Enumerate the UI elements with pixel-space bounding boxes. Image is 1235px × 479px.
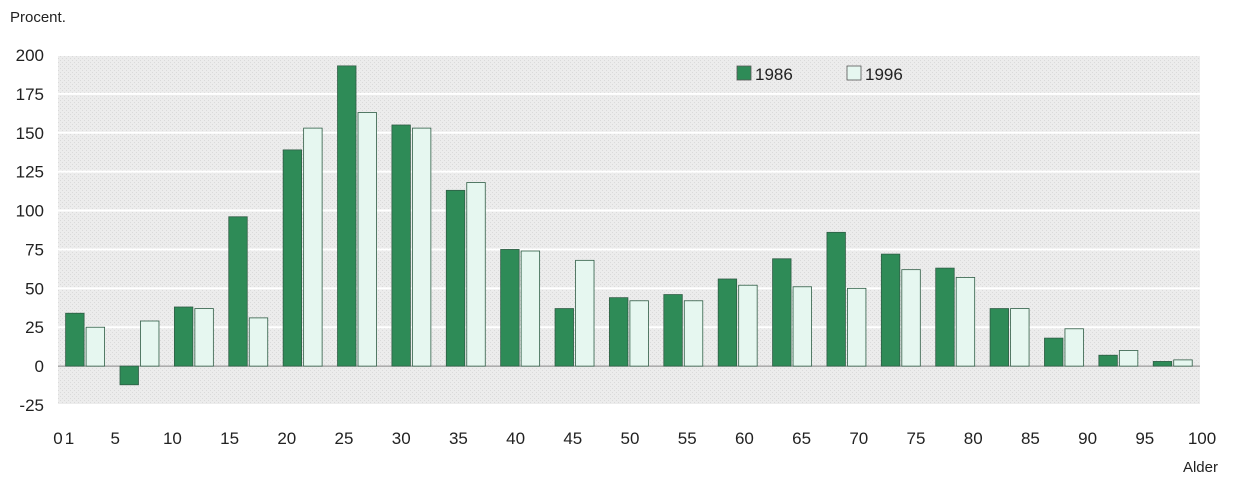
y-tick-label: 75 xyxy=(25,240,44,259)
y-tick-label: 200 xyxy=(16,46,44,65)
y-tick-label: 25 xyxy=(25,318,44,337)
x-tick-label: 30 xyxy=(392,429,411,448)
x-axis-title: Alder xyxy=(1183,459,1218,476)
legend-swatch-1996 xyxy=(846,65,862,81)
x-tick-label: 100 xyxy=(1188,429,1216,448)
bar-1996-1-4 xyxy=(140,320,160,367)
x-tick-label: 95 xyxy=(1135,429,1154,448)
bar-1986-45-49 xyxy=(609,297,629,367)
bar-1986-15-19 xyxy=(282,149,303,367)
x-tick-label: 20 xyxy=(277,429,296,448)
bar-1986-25-29 xyxy=(391,124,411,367)
bar-1996-60-64 xyxy=(792,286,812,367)
bar-1996-40-44 xyxy=(575,259,595,367)
bar-1996-95-99 xyxy=(1173,359,1193,367)
x-tick-label: 5 xyxy=(110,429,119,448)
y-tick-label: 125 xyxy=(16,163,44,182)
legend-label-1996: 1996 xyxy=(865,65,903,84)
bar-1996-50-54 xyxy=(683,300,704,367)
legend-swatch-1986 xyxy=(736,65,752,81)
bar-1996-55-59 xyxy=(738,284,758,367)
x-tick-label: 45 xyxy=(563,429,582,448)
bar-1996-85-89 xyxy=(1064,328,1084,367)
x-tick-label: 1 xyxy=(65,429,74,448)
bar-1986-60-64 xyxy=(772,258,792,367)
y-tick-label: 150 xyxy=(16,124,44,143)
x-tick-label: 80 xyxy=(964,429,983,448)
bar-1996-5-9 xyxy=(194,308,214,367)
bar-1986-35-39 xyxy=(500,249,520,367)
x-axis: 0 1 5 10 15 20 25 30 35 40 45 50 55 60 65 70 75 80 85 90 95 1… xyxy=(53,429,1216,448)
bar-1986-80-84 xyxy=(989,308,1009,367)
x-tick-label: 90 xyxy=(1078,429,1097,448)
bar-1996-0 xyxy=(85,326,105,367)
bars xyxy=(65,65,1193,386)
x-tick-label: 0 xyxy=(53,429,62,448)
bar-1996-20-24 xyxy=(357,112,377,367)
bar-1986-50-54 xyxy=(663,294,683,367)
bar-1996-10-14 xyxy=(248,317,269,367)
bar-1996-75-79 xyxy=(955,277,976,367)
y-axis: -25 0 25 50 75 100 125 150 175 200 xyxy=(16,46,44,415)
x-tick-label: 10 xyxy=(163,429,182,448)
y-axis-title: Procent. xyxy=(10,9,66,26)
bar-1986-1-4 xyxy=(119,365,139,386)
bar-1986-65-69 xyxy=(826,231,846,367)
x-tick-label: 60 xyxy=(735,429,754,448)
x-tick-label: 65 xyxy=(792,429,811,448)
x-tick-label: 70 xyxy=(849,429,868,448)
bar-1996-15-19 xyxy=(303,127,323,367)
legend: 1986 1996 xyxy=(736,65,903,84)
y-tick-label: 175 xyxy=(16,85,44,104)
bar-1996-70-74 xyxy=(901,269,921,367)
x-tick-label: 35 xyxy=(449,429,468,448)
y-tick-label: -25 xyxy=(19,396,44,415)
bar-1986-85-89 xyxy=(1044,337,1064,367)
bar-1986-70-74 xyxy=(880,253,901,367)
bar-1996-35-39 xyxy=(520,250,541,367)
bar-1986-95-99 xyxy=(1152,361,1173,367)
bar-1996-80-84 xyxy=(1010,308,1030,367)
x-tick-label: 15 xyxy=(220,429,239,448)
bar-1996-30-34 xyxy=(466,182,486,367)
bar-1986-5-9 xyxy=(173,306,194,367)
bar-1996-25-29 xyxy=(411,127,432,367)
x-tick-label: 50 xyxy=(621,429,640,448)
bar-1986-30-34 xyxy=(445,189,466,367)
x-tick-label: 40 xyxy=(506,429,525,448)
y-tick-label: 100 xyxy=(16,202,44,221)
legend-label-1986: 1986 xyxy=(755,65,793,84)
bar-1986-75-79 xyxy=(935,267,955,367)
x-tick-label: 75 xyxy=(907,429,926,448)
bar-1986-20-24 xyxy=(337,65,357,367)
bar-1986-10-14 xyxy=(228,216,248,367)
bar-1996-90-94 xyxy=(1118,350,1139,367)
y-tick-label: 0 xyxy=(35,357,44,376)
bar-1986-55-59 xyxy=(717,278,738,367)
bar-1996-65-69 xyxy=(847,287,867,367)
bar-1986-0 xyxy=(65,312,85,367)
bar-1986-90-94 xyxy=(1098,354,1118,367)
plot-background xyxy=(58,55,1200,405)
bar-1996-45-49 xyxy=(629,300,649,367)
bar-1986-40-44 xyxy=(554,308,574,367)
gridlines xyxy=(58,54,1200,406)
x-tick-label: 85 xyxy=(1021,429,1040,448)
x-tick-label: 55 xyxy=(678,429,697,448)
x-tick-label: 25 xyxy=(335,429,354,448)
y-tick-label: 50 xyxy=(25,279,44,298)
